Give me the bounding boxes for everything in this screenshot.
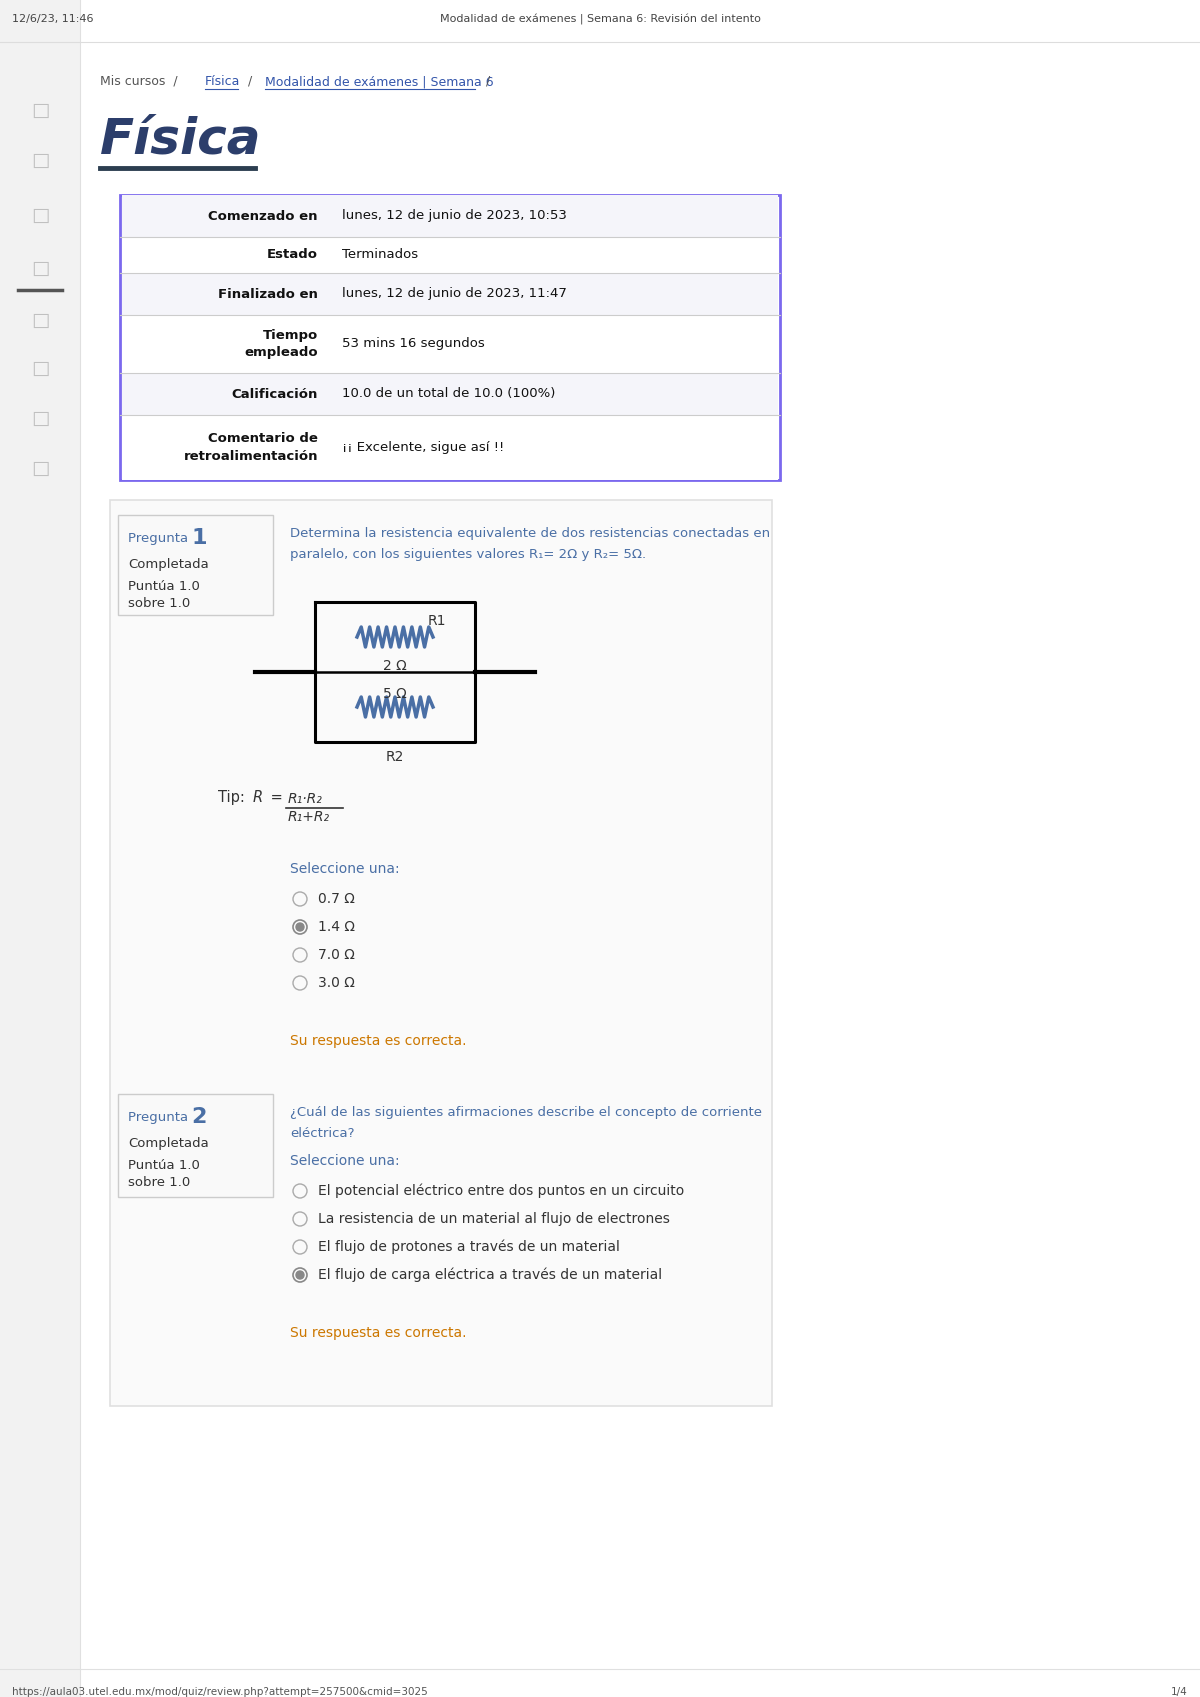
Circle shape bbox=[296, 1271, 304, 1280]
Text: R1: R1 bbox=[428, 614, 446, 628]
Text: El potencial eléctrico entre dos puntos en un circuito: El potencial eléctrico entre dos puntos … bbox=[318, 1185, 684, 1198]
Bar bbox=[118, 514, 274, 614]
Text: Su respuesta es correcta.: Su respuesta es correcta. bbox=[290, 1325, 467, 1341]
Text: □: □ bbox=[31, 205, 49, 224]
Text: □: □ bbox=[31, 151, 49, 170]
Text: Física: Física bbox=[205, 75, 240, 88]
Text: 1/4: 1/4 bbox=[1171, 1687, 1188, 1697]
Bar bbox=[122, 416, 778, 480]
Text: Completada: Completada bbox=[128, 558, 209, 570]
Text: Terminados: Terminados bbox=[342, 248, 418, 261]
Text: Tip:: Tip: bbox=[218, 791, 250, 804]
Text: □: □ bbox=[31, 258, 49, 278]
Text: □: □ bbox=[31, 409, 49, 428]
Text: R₁·R₂: R₁·R₂ bbox=[288, 792, 323, 806]
Text: Física: Física bbox=[100, 115, 262, 163]
Text: /: / bbox=[478, 75, 491, 88]
Text: Modalidad de exámenes | Semana 6: Revisión del intento: Modalidad de exámenes | Semana 6: Revisi… bbox=[439, 14, 761, 25]
Text: Pregunta: Pregunta bbox=[128, 1112, 192, 1123]
Text: 7.0 Ω: 7.0 Ω bbox=[318, 949, 355, 962]
Text: 53 mins 16 segundos: 53 mins 16 segundos bbox=[342, 338, 485, 351]
Text: □: □ bbox=[31, 458, 49, 477]
Text: Finalizado en: Finalizado en bbox=[218, 287, 318, 300]
Text: sobre 1.0: sobre 1.0 bbox=[128, 597, 191, 609]
Text: lunes, 12 de junio de 2023, 11:47: lunes, 12 de junio de 2023, 11:47 bbox=[342, 287, 566, 300]
Text: La resistencia de un material al flujo de electrones: La resistencia de un material al flujo d… bbox=[318, 1212, 670, 1225]
Text: R₁+R₂: R₁+R₂ bbox=[288, 809, 330, 825]
Text: 12/6/23, 11:46: 12/6/23, 11:46 bbox=[12, 14, 94, 24]
Bar bbox=[122, 195, 778, 238]
Text: Determina la resistencia equivalente de dos resistencias conectadas en
paralelo,: Determina la resistencia equivalente de … bbox=[290, 528, 770, 562]
Circle shape bbox=[296, 923, 304, 932]
Text: Mis cursos  /: Mis cursos / bbox=[100, 75, 186, 88]
Text: □: □ bbox=[31, 311, 49, 329]
Text: Estado: Estado bbox=[266, 248, 318, 261]
Text: ¡¡ Excelente, sigue así !!: ¡¡ Excelente, sigue así !! bbox=[342, 441, 504, 455]
Text: Puntúa 1.0: Puntúa 1.0 bbox=[128, 580, 200, 592]
Text: Puntúa 1.0: Puntúa 1.0 bbox=[128, 1159, 200, 1173]
Text: 5 Ω: 5 Ω bbox=[383, 687, 407, 701]
Text: R2: R2 bbox=[386, 750, 404, 764]
Bar bbox=[120, 195, 780, 480]
Text: Comentario de
retroalimentación: Comentario de retroalimentación bbox=[184, 433, 318, 463]
Text: Seleccione una:: Seleccione una: bbox=[290, 862, 400, 876]
Text: 1: 1 bbox=[191, 528, 206, 548]
Text: 10.0 de un total de 10.0 (100%): 10.0 de un total de 10.0 (100%) bbox=[342, 387, 556, 400]
Text: 2: 2 bbox=[191, 1106, 206, 1127]
Bar bbox=[0, 0, 80, 1697]
Text: □: □ bbox=[31, 358, 49, 377]
Bar bbox=[122, 238, 778, 273]
Text: 0.7 Ω: 0.7 Ω bbox=[318, 893, 355, 906]
Text: Su respuesta es correcta.: Su respuesta es correcta. bbox=[290, 1033, 467, 1049]
Bar bbox=[110, 501, 772, 1407]
Bar bbox=[122, 316, 778, 373]
Text: Tiempo
empleado: Tiempo empleado bbox=[245, 329, 318, 360]
Text: 3.0 Ω: 3.0 Ω bbox=[318, 976, 355, 989]
Bar bbox=[122, 373, 778, 416]
Text: =: = bbox=[266, 791, 283, 804]
Text: 2 Ω: 2 Ω bbox=[383, 658, 407, 674]
Text: Completada: Completada bbox=[128, 1137, 209, 1151]
Text: Pregunta: Pregunta bbox=[128, 531, 192, 545]
Text: Calificación: Calificación bbox=[232, 387, 318, 400]
Text: https://aula03.utel.edu.mx/mod/quiz/review.php?attempt=257500&cmid=3025: https://aula03.utel.edu.mx/mod/quiz/revi… bbox=[12, 1687, 427, 1697]
Text: ¿Cuál de las siguientes afirmaciones describe el concepto de corriente
eléctrica: ¿Cuál de las siguientes afirmaciones des… bbox=[290, 1106, 762, 1140]
Text: □: □ bbox=[31, 100, 49, 119]
Text: Comenzado en: Comenzado en bbox=[209, 209, 318, 222]
Text: Modalidad de exámenes | Semana 6: Modalidad de exámenes | Semana 6 bbox=[265, 75, 493, 88]
Text: sobre 1.0: sobre 1.0 bbox=[128, 1176, 191, 1190]
Text: El flujo de protones a través de un material: El flujo de protones a través de un mate… bbox=[318, 1241, 620, 1254]
Text: R: R bbox=[253, 791, 263, 804]
Text: El flujo de carga eléctrica a través de un material: El flujo de carga eléctrica a través de … bbox=[318, 1268, 662, 1283]
Text: Seleccione una:: Seleccione una: bbox=[290, 1154, 400, 1168]
Text: 1.4 Ω: 1.4 Ω bbox=[318, 920, 355, 933]
Text: lunes, 12 de junio de 2023, 10:53: lunes, 12 de junio de 2023, 10:53 bbox=[342, 209, 566, 222]
Bar bbox=[118, 1095, 274, 1196]
Text: /: / bbox=[240, 75, 260, 88]
Bar bbox=[122, 273, 778, 316]
